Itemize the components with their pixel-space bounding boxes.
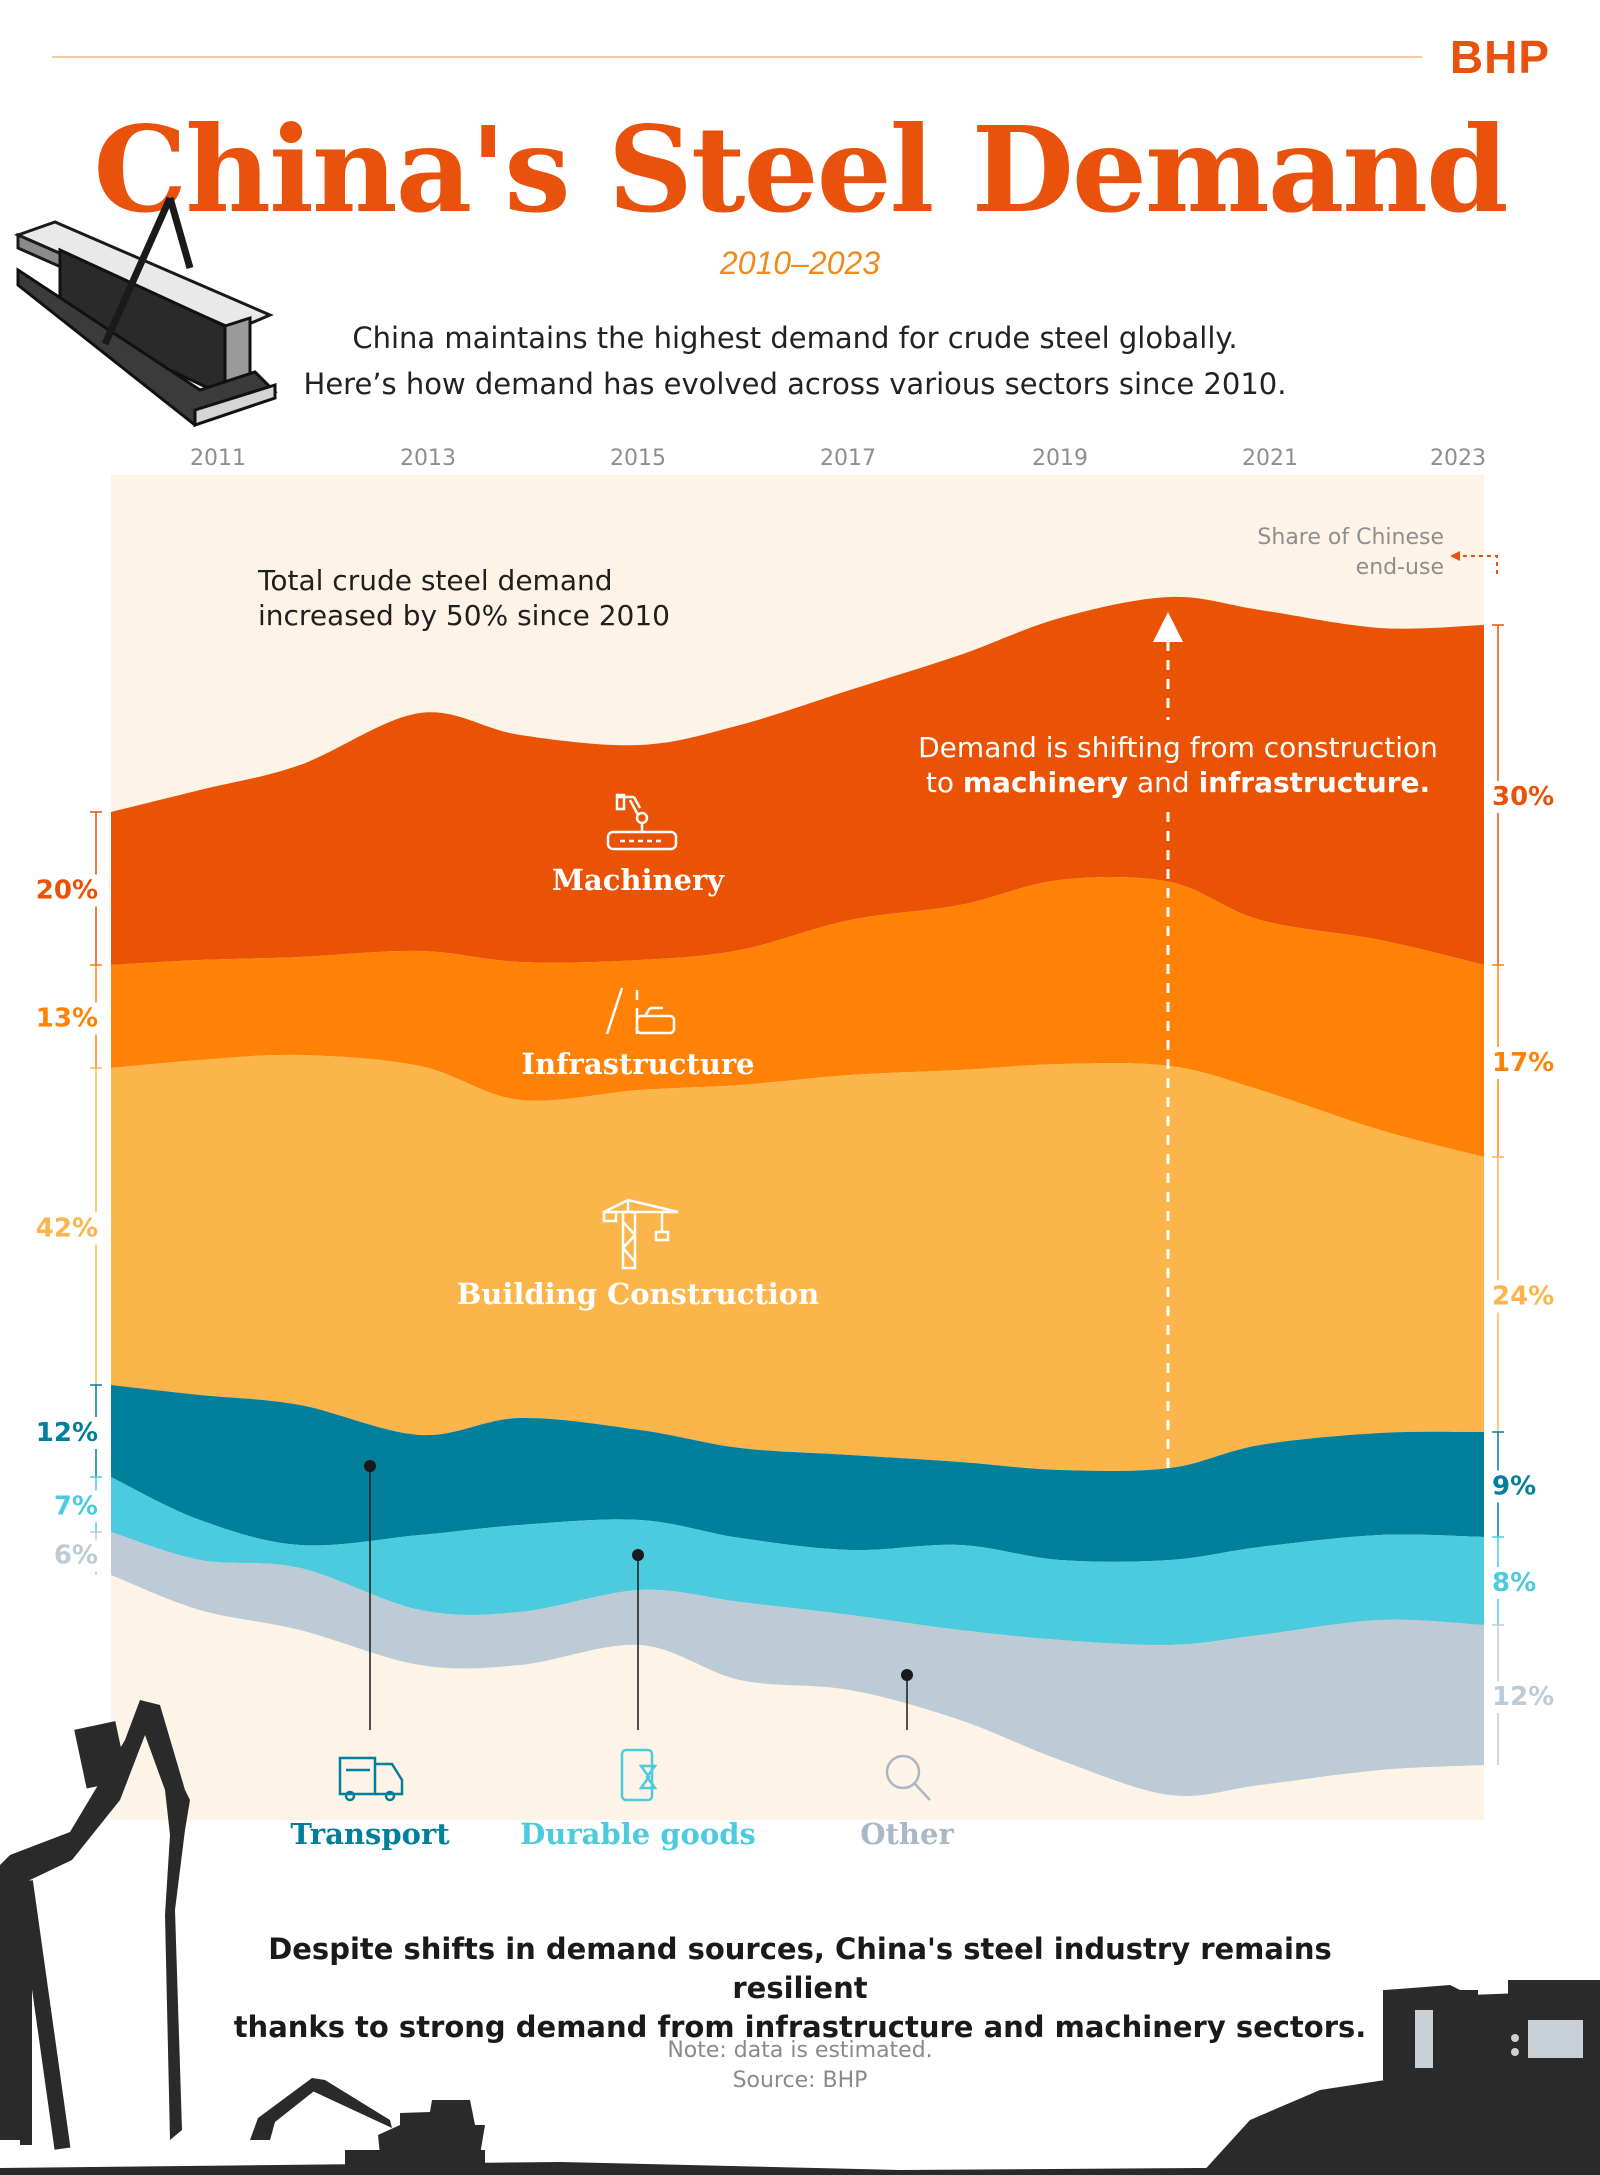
callout-dot-other — [901, 1669, 913, 1681]
label-gap — [1494, 1280, 1502, 1313]
series-label-other: Other — [860, 1817, 954, 1851]
intro-text: China maintains the highest demand for c… — [280, 315, 1310, 407]
left-share-building-construction: 42% — [36, 1214, 98, 1244]
intro-line-2: Here’s how demand has evolved across var… — [303, 367, 1287, 401]
road-icon — [605, 987, 676, 1035]
callout-dot-durable-goods — [632, 1549, 644, 1561]
x-tick-2021: 2021 — [1242, 446, 1298, 471]
label-gap — [92, 1212, 100, 1245]
right-share-infrastructure: 17% — [1492, 1048, 1554, 1078]
label-gap — [92, 1490, 100, 1523]
x-tick-2019: 2019 — [1032, 446, 1088, 471]
brand-logo: BHP — [1449, 31, 1550, 83]
left-share-other: 6% — [54, 1541, 98, 1571]
callouts: Transport Durable goods Other — [290, 1460, 954, 1851]
x-tick-2015: 2015 — [610, 446, 666, 471]
area-transport — [111, 1385, 1484, 1562]
shift-annotation-line-1: Demand is shifting from construction — [918, 731, 1438, 764]
conclusion: Despite shifts in demand sources, China'… — [200, 1930, 1400, 2047]
series-label-building-construction: Building Construction — [457, 1277, 819, 1311]
intro-line-1: China maintains the highest demand for c… — [352, 321, 1238, 355]
x-tick-2011: 2011 — [190, 446, 246, 471]
chart-areas — [111, 596, 1484, 1797]
label-gap — [1494, 1681, 1502, 1713]
conclusion-line-1: Despite shifts in demand sources, China'… — [268, 1932, 1332, 2005]
label-gap — [1494, 1470, 1502, 1503]
page-title: China's Steel Demand — [93, 100, 1508, 239]
label-gap — [92, 1417, 100, 1449]
label-gap — [1494, 1567, 1502, 1599]
left-share-durable-goods: 7% — [54, 1492, 98, 1522]
area-durable-goods — [111, 1477, 1484, 1646]
factory-icon — [1200, 1980, 1600, 2175]
right-share-other: 12% — [1492, 1682, 1554, 1712]
conclusion-line-2: thanks to strong demand from infrastruct… — [233, 2010, 1367, 2044]
right-share-durable-goods: 8% — [1492, 1568, 1536, 1598]
right-share-machinery: 30% — [1492, 782, 1554, 812]
label-gap — [1494, 1047, 1502, 1079]
shift-annotation-bg — [905, 720, 1445, 810]
x-tick-2017: 2017 — [820, 446, 876, 471]
area-machinery — [111, 596, 1484, 965]
header-rule — [52, 56, 1422, 58]
left-share-transport: 12% — [36, 1418, 98, 1448]
total-annotation-line-1: Total crude steel demand — [257, 564, 613, 597]
label-gap — [1494, 781, 1502, 813]
left-share-infrastructure: 13% — [36, 1004, 98, 1034]
oil-pump-icon — [0, 1700, 190, 2150]
label-gap — [92, 1539, 100, 1572]
ground-strip — [0, 2162, 1600, 2175]
series-label-machinery: Machinery — [552, 863, 725, 897]
note: Note: data is estimated. — [667, 2038, 933, 2063]
truck-icon — [338, 1756, 404, 1802]
total-annotation-line-2: increased by 50% since 2010 — [258, 599, 670, 632]
magnifier-icon — [885, 1754, 931, 1801]
left-axis: 20% 13% 42% 12% 7% 6% — [36, 811, 102, 1575]
right-share-building-construction: 24% — [1492, 1282, 1554, 1312]
phone-hourglass-icon — [620, 1748, 658, 1802]
unit-note-line-1: Share of Chinese — [1257, 525, 1444, 550]
unit-note-arrowhead — [1450, 551, 1460, 561]
series-label-infrastructure: Infrastructure — [521, 1047, 754, 1081]
right-share-transport: 9% — [1492, 1472, 1536, 1502]
unit-note-line-2: end-use — [1356, 555, 1444, 580]
x-tick-2013: 2013 — [400, 446, 456, 471]
date-range: 2010–2023 — [719, 245, 881, 281]
label-gap — [92, 874, 100, 907]
source: Source: BHP — [732, 2068, 868, 2093]
series-label-transport: Transport — [290, 1817, 450, 1851]
right-axis: 30% 17% 24% 9% 8% 12% — [1492, 624, 1554, 1765]
shift-annotation-line-2: to machinery and infrastructure. — [926, 766, 1430, 799]
unit-note-connector — [1455, 555, 1498, 575]
robot-arm-icon — [606, 793, 678, 851]
area-infrastructure — [111, 877, 1484, 1157]
steel-beam-icon — [13, 196, 278, 428]
callout-dot-transport — [364, 1460, 376, 1472]
label-gap — [92, 1002, 100, 1035]
area-other — [111, 1532, 1484, 1797]
excavator-icon — [250, 2078, 485, 2165]
x-tick-2023: 2023 — [1430, 446, 1486, 471]
crane-icon — [602, 1198, 679, 1270]
x-axis: 2011 2013 2015 2017 2019 2021 2023 — [190, 446, 1486, 471]
series-label-durable-goods: Durable goods — [520, 1817, 756, 1851]
shift-arrow-head — [1153, 612, 1183, 642]
area-building-construction — [111, 1054, 1484, 1471]
left-share-machinery: 20% — [36, 876, 98, 906]
